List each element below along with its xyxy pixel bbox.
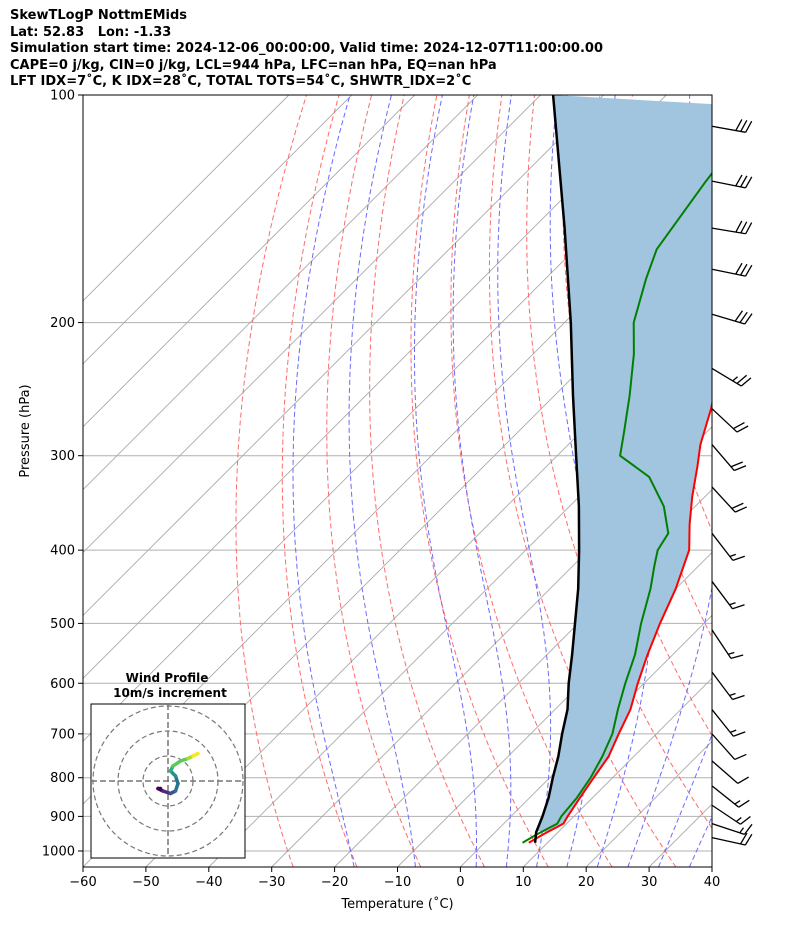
isotherm-line (83, 95, 353, 365)
wind-barb (711, 581, 745, 610)
dry-adiabat (235, 95, 307, 867)
parcel-profile-line (533, 95, 581, 843)
y-tick-label: 900 (50, 810, 75, 825)
moist-adiabat (452, 95, 512, 867)
isotherm-line (397, 551, 712, 867)
plot-area (83, 95, 712, 867)
x-tick-label: −60 (69, 875, 96, 890)
location-line: Lat: 52.83 Lon: -1.33 (10, 24, 172, 40)
x-tick-label: 20 (578, 875, 595, 890)
isotherm-line (271, 426, 712, 867)
x-tick-label: 30 (641, 875, 658, 890)
axes: −60 −50 −40 −30 −20 −10 0 10 20 30 40 100 200 300 400 5… (18, 89, 753, 912)
x-tick-label: −10 (384, 875, 411, 890)
wind-barb (711, 671, 745, 701)
y-tick-label: 1000 (42, 844, 75, 859)
wind-barb (711, 822, 753, 836)
dry-adiabat (526, 95, 712, 829)
wind-barb (711, 832, 753, 846)
isotherm-line (83, 95, 541, 554)
wind-barb (711, 532, 746, 562)
moist-adiabat (348, 95, 416, 867)
wind-barb (711, 760, 749, 784)
dry-adiabat (488, 95, 677, 867)
wind-barb (711, 119, 753, 133)
y-axis-label: Pressure (hPa) (18, 384, 33, 477)
isotherm-line (83, 95, 667, 679)
isotherm-line (522, 677, 712, 867)
isotherm-line (83, 95, 416, 428)
isotherm-line (145, 300, 712, 867)
y-tick-label: 200 (50, 316, 75, 331)
hodograph-segment (191, 751, 200, 758)
dry-adiabat (369, 95, 485, 867)
hodograph-subtitle: 10m/s increment (113, 686, 227, 700)
isotherm-line (711, 866, 712, 867)
dry-adiabat (281, 95, 358, 867)
x-tick-label: 10 (515, 875, 532, 890)
wind-barb (711, 785, 750, 808)
wind-barb (711, 444, 747, 472)
wind-barb (711, 486, 747, 513)
wind-barb (711, 367, 752, 387)
hodograph-title: Wind Profile (126, 671, 209, 685)
isotherm-line (83, 95, 478, 491)
wind-barb (711, 733, 747, 761)
wind-barb (711, 310, 753, 325)
y-tick-label: 700 (50, 727, 75, 742)
wind-barb (711, 174, 753, 189)
moist-adiabat (658, 733, 712, 867)
y-tick-label: 600 (50, 677, 75, 692)
wind-barb (711, 220, 753, 235)
chart-header: SkewTLogP NottmEMids Lat: 52.83 Lon: -1.… (10, 8, 603, 91)
x-tick-label: −50 (132, 875, 159, 890)
time-line: Simulation start time: 2024-12-06_00:00:… (10, 41, 603, 56)
moist-adiabat (627, 95, 712, 867)
y-tick-label: 300 (50, 449, 75, 464)
indices-line: LFT IDX=7˚C, K IDX=28˚C, TOTAL TOTS=54˚C… (10, 74, 472, 89)
dewpoint-line (521, 171, 712, 844)
x-tick-label: −20 (321, 875, 348, 890)
isotherm-line (83, 95, 604, 617)
x-tick-label: 0 (456, 875, 464, 890)
x-tick-label: 40 (704, 875, 721, 890)
x-tick-label: −30 (258, 875, 285, 890)
dry-adiabat (326, 95, 422, 867)
isotherm-line (83, 95, 290, 302)
y-tick-label: 800 (50, 771, 75, 786)
y-tick-label: 100 (50, 89, 75, 104)
wind-barb (711, 804, 751, 825)
y-tick-label: 500 (50, 617, 75, 632)
dry-adiabat (410, 95, 549, 867)
x-axis-label: Temperature (˚C) (340, 896, 453, 912)
cin-shading (536, 95, 712, 833)
temperature-line (528, 399, 712, 844)
isotherm-line (334, 488, 712, 867)
cape-line: CAPE=0 j/kg, CIN=0 j/kg, LCL=944 hPa, LF… (10, 57, 497, 73)
dry-adiabat (450, 95, 613, 867)
wind-barb (711, 709, 746, 737)
wind-barb (711, 629, 744, 659)
moist-adiabat (292, 95, 355, 867)
moist-adiabat (414, 95, 477, 867)
moist-adiabat (497, 95, 552, 867)
x-tick-label: −40 (195, 875, 222, 890)
wind-barb (711, 262, 753, 277)
chart-title: SkewTLogP NottmEMids (10, 8, 188, 23)
wind-barb (711, 408, 749, 433)
y-tick-label: 400 (50, 544, 75, 559)
